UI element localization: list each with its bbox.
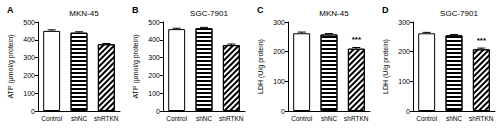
svg-text:ATP (μmol/g protein): ATP (μmol/g protein) (132, 34, 140, 98)
svg-text:LDH (U/g protein): LDH (U/g protein) (257, 39, 265, 94)
svg-text:Control: Control (166, 115, 188, 122)
svg-text:shRTKN: shRTKN (344, 115, 369, 122)
svg-text:B: B (132, 5, 139, 15)
svg-text:200: 200 (148, 72, 160, 79)
svg-text:500: 500 (23, 19, 35, 26)
svg-text:Control: Control (41, 115, 63, 122)
svg-text:A: A (7, 5, 14, 15)
svg-text:200: 200 (273, 48, 285, 55)
svg-text:MKN-45: MKN-45 (69, 9, 99, 18)
svg-text:***: *** (477, 36, 487, 45)
svg-text:shNC: shNC (196, 115, 213, 122)
svg-text:LDH (U/g protein): LDH (U/g protein) (382, 39, 390, 94)
svg-text:100: 100 (23, 90, 35, 97)
svg-text:0: 0 (156, 108, 160, 115)
svg-text:MKN-45: MKN-45 (319, 9, 349, 18)
svg-text:300: 300 (23, 54, 35, 61)
svg-text:300: 300 (148, 54, 160, 61)
svg-text:200: 200 (398, 48, 410, 55)
svg-text:100: 100 (398, 78, 410, 85)
svg-text:shRTKN: shRTKN (94, 115, 119, 122)
svg-text:100: 100 (273, 78, 285, 85)
svg-text:SGC-7901: SGC-7901 (440, 9, 478, 18)
svg-text:200: 200 (23, 72, 35, 79)
svg-text:C: C (257, 5, 264, 15)
svg-text:Control: Control (291, 115, 313, 122)
svg-text:Control: Control (416, 115, 438, 122)
svg-text:400: 400 (23, 36, 35, 43)
svg-text:300: 300 (273, 19, 285, 26)
svg-text:shRTKN: shRTKN (219, 115, 244, 122)
svg-text:shRTKN: shRTKN (469, 115, 494, 122)
svg-text:0: 0 (406, 108, 410, 115)
svg-text:0: 0 (31, 108, 35, 115)
svg-text:400: 400 (148, 36, 160, 43)
svg-text:ATP (μmol/g protein): ATP (μmol/g protein) (7, 34, 15, 98)
svg-text:300: 300 (398, 19, 410, 26)
svg-text:shNC: shNC (71, 115, 88, 122)
svg-text:shNC: shNC (446, 115, 463, 122)
svg-text:shNC: shNC (321, 115, 338, 122)
svg-text:D: D (382, 5, 389, 15)
svg-text:0: 0 (281, 108, 285, 115)
svg-text:500: 500 (148, 19, 160, 26)
svg-text:SGC-7901: SGC-7901 (190, 9, 228, 18)
svg-text:100: 100 (148, 90, 160, 97)
svg-text:***: *** (352, 35, 362, 44)
